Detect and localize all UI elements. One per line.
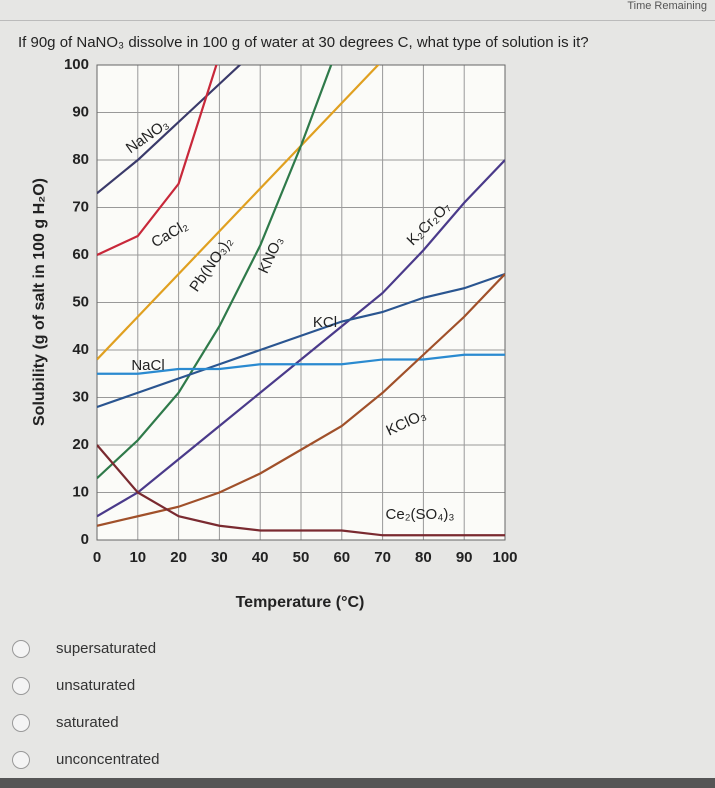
series-line xyxy=(97,444,505,537)
series-line xyxy=(97,65,333,480)
series-line xyxy=(97,272,505,409)
answer-option[interactable]: saturated xyxy=(12,704,159,741)
radio-button[interactable] xyxy=(12,713,30,732)
options: supersaturated unsaturated saturated unconc… xyxy=(12,630,159,778)
y-tick-label: 70 xyxy=(72,198,89,215)
y-tick-label: 30 xyxy=(72,388,89,405)
timer-label: Time Remaining xyxy=(627,0,707,12)
answer-option[interactable]: unconcentrated xyxy=(12,741,159,778)
x-tick-label: 80 xyxy=(415,549,432,566)
divider xyxy=(0,20,715,21)
question: If 90g of NaNO₃ dissolve in 100 g of wat… xyxy=(18,34,589,51)
series-line xyxy=(97,65,242,195)
y-tick-label: 100 xyxy=(64,56,89,73)
x-tick-label: 10 xyxy=(129,549,146,566)
x-tick-label: 40 xyxy=(252,549,269,566)
x-tick-label: 50 xyxy=(293,549,310,566)
series-line xyxy=(97,353,505,375)
y-tick-label: 0 xyxy=(81,531,89,548)
option-label[interactable]: supersaturated xyxy=(56,640,157,657)
chart: Temperature (°C) Solubility (g of salt i… xyxy=(31,56,517,611)
series-line xyxy=(97,159,505,518)
x-axis-label: Temperature (°C) xyxy=(236,594,365,611)
y-tick-label: 90 xyxy=(72,103,89,120)
series-label: KCl xyxy=(313,314,337,331)
y-tick-label: 10 xyxy=(72,483,89,500)
x-tick-label: 90 xyxy=(456,549,473,566)
option-label[interactable]: unconcentrated xyxy=(56,751,160,768)
radio-button[interactable] xyxy=(12,750,30,769)
y-tick-label: 80 xyxy=(72,151,89,168)
answer-option[interactable]: supersaturated xyxy=(12,630,159,667)
y-tick-label: 60 xyxy=(72,246,89,263)
plot-border xyxy=(96,64,506,541)
series-label: Ce₂(SO₄)₃ xyxy=(386,506,455,523)
y-tick-label: 50 xyxy=(72,293,89,310)
series-line xyxy=(97,273,505,527)
y-axis-label: Solubility (g of salt in 100 g H₂O) xyxy=(31,178,48,426)
answer-option[interactable]: unsaturated xyxy=(12,667,159,704)
x-tick-label: 100 xyxy=(492,549,517,566)
series-group xyxy=(97,65,505,537)
radio-button[interactable] xyxy=(12,676,30,695)
footer-bar xyxy=(0,778,715,788)
x-tick-label: 30 xyxy=(211,549,228,566)
series-line xyxy=(97,65,380,361)
y-tick-label: 40 xyxy=(72,341,89,358)
option-label[interactable]: unsaturated xyxy=(56,677,136,694)
x-tick-label: 70 xyxy=(374,549,391,566)
series-label: NaCl xyxy=(131,357,164,374)
radio-button[interactable] xyxy=(12,639,30,658)
series-line xyxy=(97,65,218,256)
x-tick-label: 60 xyxy=(333,549,350,566)
y-tick-label: 20 xyxy=(72,436,89,453)
option-label[interactable]: saturated xyxy=(56,714,119,731)
x-tick-label: 20 xyxy=(170,549,187,566)
x-tick-label: 0 xyxy=(93,549,101,566)
